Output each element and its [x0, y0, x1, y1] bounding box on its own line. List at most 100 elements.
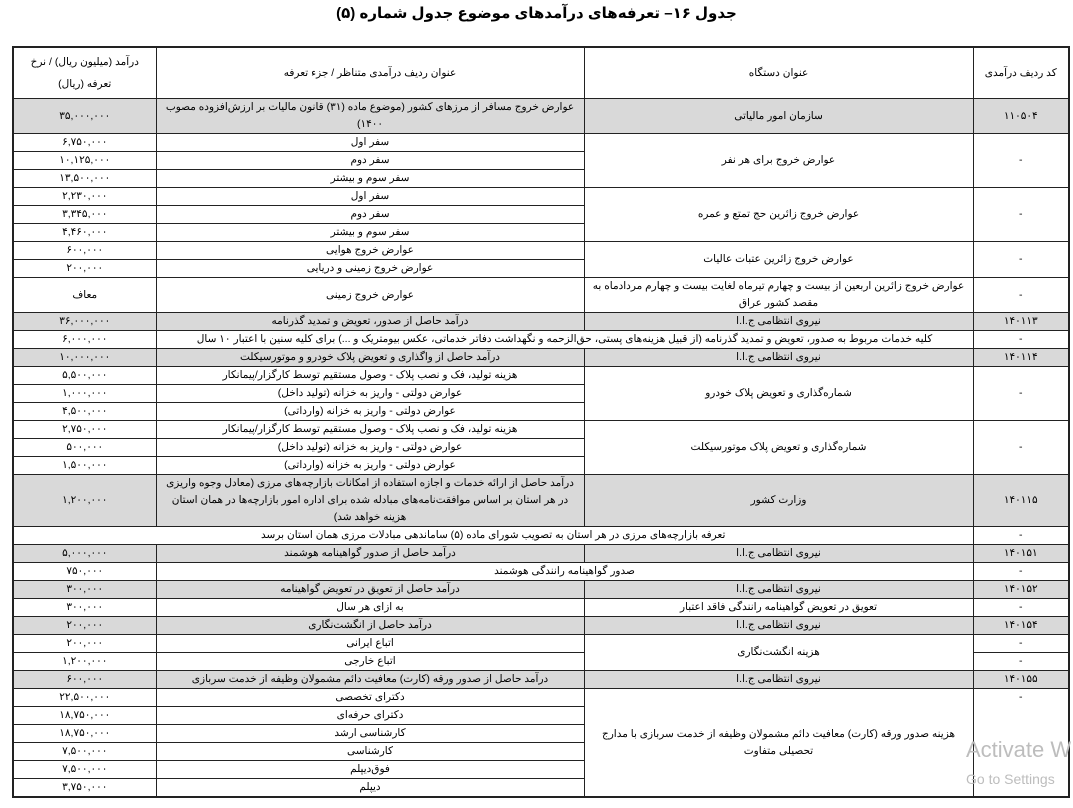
- table-cell: ۲۰۰,۰۰۰: [12, 616, 157, 635]
- table-cell: شماره‌گذاری و تعویض پلاک خودرو: [583, 366, 974, 421]
- table-cell: ۱,۲۰۰,۰۰۰: [12, 474, 157, 527]
- table-cell: ۶۰۰,۰۰۰: [12, 670, 157, 689]
- table-cell: درآمد حاصل از واگذاری و تعویض پلاک خودرو…: [155, 348, 585, 367]
- table-cell: عوارض دولتی - واریز به خزانه (تولید داخل…: [155, 438, 585, 457]
- table-cell: شماره‌گذاری و تعویض پلاک موتورسیکلت: [583, 420, 974, 475]
- table-cell: ۱,۵۰۰,۰۰۰: [12, 456, 157, 475]
- table-cell: نیروی انتظامی ج.ا.ا: [583, 670, 974, 689]
- table-title: جدول ۱۶– تعرفه‌های درآمدهای موضوع جدول ش…: [336, 5, 737, 22]
- table-cell: نیروی انتظامی ج.ا.ا: [583, 312, 974, 331]
- header-amount: درآمد (میلیون ریال) / نرخ تعرفه (ریال): [12, 46, 157, 99]
- table-cell: ۱۴۰۱۵۵: [972, 670, 1070, 689]
- table-body: ۱۱۰۵۰۴ سازمان امور مالیاتی عوارض خروج مساف…: [12, 98, 1070, 798]
- table-row: - کلیه خدمات مربوط به صدور، تعویض و تمدید…: [12, 330, 1070, 349]
- table-cell: درآمد حاصل از صدور ورقه (کارت) معافیت دا…: [155, 670, 585, 689]
- table-row: - عوارض خروج برای هر نفر سفر اول ۶,۷۵۰,۰۰۰: [12, 133, 1070, 188]
- table-cell: ۳۵,۰۰۰,۰۰۰: [12, 98, 157, 134]
- table-row: ۱۴۰۱۵۲ نیروی انتظامی ج.ا.ا درآمد حاصل از ت…: [12, 580, 1070, 599]
- table-cell: ۲۲,۵۰۰,۰۰۰: [12, 688, 157, 707]
- table-cell: عوارض خروج زائرین حج تمتع و عمره: [583, 187, 974, 242]
- table-cell: سفر اول: [155, 187, 585, 206]
- table-row: ۱۴۰۱۵۴ نیروی انتظامی ج.ا.ا درآمد حاصل از ا…: [12, 616, 1070, 635]
- table-row: عوارض دولتی - واریز به خزانه (وارداتی) ۴,…: [12, 402, 1069, 421]
- watermark-settings: Go to Settings: [966, 771, 1055, 787]
- table-cell: هزینه تولید، فک و نصب پلاک - وصول مستقیم…: [155, 420, 585, 439]
- table-cell: ۵۰۰,۰۰۰: [12, 438, 157, 457]
- table-cell: سفر سوم و بیشتر: [155, 223, 585, 242]
- watermark-activate: Activate W: [966, 737, 1072, 762]
- table-cell: سفر سوم و بیشتر: [155, 169, 585, 188]
- table-row: - عوارض خروج زائرین اربعین از بیست و چهار…: [12, 277, 1070, 313]
- table-row: کارشناسی ارشد ۱۸,۷۵۰,۰۰۰: [12, 724, 1069, 743]
- table-cell: -: [972, 187, 1070, 242]
- table-cell: درآمد حاصل از ارائه خدمات و اجازه استفاد…: [155, 474, 585, 527]
- table-cell: -: [972, 598, 1070, 617]
- table-cell: -: [972, 241, 1070, 278]
- header-row: کد ردیف درآمدی عنوان دستگاه عنوان ردیف د…: [12, 46, 1070, 99]
- table-cell: عوارض دولتی - واریز به خزانه (تولید داخل…: [155, 384, 585, 403]
- table-cell: عوارض دولتی - واریز به خزانه (وارداتی): [155, 456, 585, 475]
- table-cell: -: [972, 688, 1070, 798]
- table-cell: ۲۰۰,۰۰۰: [12, 634, 157, 653]
- table-cell: ۳۰۰,۰۰۰: [12, 598, 157, 617]
- table-row: - تعویق در تعویض گواهینامه رانندگی فاقد ا…: [12, 598, 1070, 617]
- table-cell: نیروی انتظامی ج.ا.ا: [583, 544, 974, 563]
- table-cell: عوارض خروج زمینی: [155, 277, 585, 313]
- table-cell: ۵,۰۰۰,۰۰۰: [12, 544, 157, 563]
- table-cell: سفر اول: [155, 133, 585, 152]
- table-cell: هزینه تولید، فک و نصب پلاک - وصول مستقیم…: [155, 366, 585, 385]
- table-cell: ۴,۵۰۰,۰۰۰: [12, 402, 157, 421]
- table-row: ۱۱۰۵۰۴ سازمان امور مالیاتی عوارض خروج مساف…: [12, 98, 1070, 134]
- table-cell: ۶,۷۵۰,۰۰۰: [12, 133, 157, 152]
- table-cell: ۱,۲۰۰,۰۰۰: [12, 652, 157, 671]
- table-cell: تعرفه بازارچه‌های مرزی در هر استان به تص…: [12, 526, 974, 545]
- table-cell: وزارت کشور: [583, 474, 974, 527]
- table-cell: عوارض خروج هوایی: [155, 241, 585, 260]
- table-cell: سازمان امور مالیاتی: [583, 98, 974, 134]
- table-cell: صدور گواهینامه رانندگی هوشمند: [155, 562, 974, 581]
- table-cell: کارشناسی ارشد: [155, 724, 585, 743]
- table-cell: ۱۸,۷۵۰,۰۰۰: [12, 724, 157, 743]
- table-cell: ۱۴۰۱۵۱: [972, 544, 1070, 563]
- table-cell: عوارض خروج زمینی و دریایی: [155, 259, 585, 278]
- table-row: - هزینه انگشت‌نگاری اتباع ایرانی ۲۰۰,۰۰۰: [12, 634, 1070, 671]
- table-cell: نیروی انتظامی ج.ا.ا: [583, 348, 974, 367]
- table-row: فوق‌دیپلم ۷,۵۰۰,۰۰۰: [12, 760, 1069, 779]
- table-cell: سفر دوم: [155, 151, 585, 170]
- table-cell: معاف: [12, 277, 157, 313]
- table-row: - عوارض خروج زائرین عتبات عالیات عوارض خرو…: [12, 241, 1070, 278]
- table-row: عوارض خروج زمینی و دریایی ۲۰۰,۰۰۰: [12, 259, 1069, 278]
- table-cell: عوارض دولتی - واریز به خزانه (وارداتی): [155, 402, 585, 421]
- table-cell: دکترای تخصصی: [155, 688, 585, 707]
- table-cell: ۱۴۰۱۵۲: [972, 580, 1070, 599]
- table-cell: ۱۳,۵۰۰,۰۰۰: [12, 169, 157, 188]
- header-device: عنوان دستگاه: [583, 46, 974, 99]
- table-cell: -: [972, 652, 1070, 671]
- table-cell: درآمد حاصل از صدور، تعویض و تمدید گذرنام…: [155, 312, 585, 331]
- tariff-table: کد ردیف درآمدی عنوان دستگاه عنوان ردیف د…: [12, 46, 1070, 798]
- table-cell: ۷۵۰,۰۰۰: [12, 562, 157, 581]
- table-cell: -: [972, 562, 1070, 581]
- table-row: ۱۴۰۱۱۴ نیروی انتظامی ج.ا.ا درآمد حاصل از و…: [12, 348, 1070, 367]
- table-cell: ۱۴۰۱۱۳: [972, 312, 1070, 331]
- table-cell: هزینه انگشت‌نگاری: [583, 634, 974, 671]
- table-row: عوارض دولتی - واریز به خزانه (وارداتی) ۱,…: [12, 456, 1069, 475]
- table-row: ۱۴۰۱۱۳ نیروی انتظامی ج.ا.ا درآمد حاصل از ص…: [12, 312, 1070, 331]
- header-code: کد ردیف درآمدی: [972, 46, 1070, 99]
- header-item: عنوان ردیف درآمدی متناظر / جزء تعرفه: [155, 46, 585, 99]
- table-cell: کارشناسی: [155, 742, 585, 761]
- table-cell: ۱۴۰۱۱۵: [972, 474, 1070, 527]
- table-cell: عوارض خروج برای هر نفر: [583, 133, 974, 188]
- table-cell: به ازای هر سال: [155, 598, 585, 617]
- table-cell: سفر دوم: [155, 205, 585, 224]
- table-cell: هزینه صدور ورقه (کارت) معافیت دائم مشمول…: [583, 688, 974, 798]
- table-cell: دکترای حرفه‌ای: [155, 706, 585, 725]
- table-cell: کلیه خدمات مربوط به صدور، تعویض و تمدید …: [155, 330, 974, 349]
- table-cell: -: [972, 420, 1070, 475]
- table-row: ۱۴۰۱۵۵ نیروی انتظامی ج.ا.ا درآمد حاصل از ص…: [12, 670, 1070, 689]
- table-cell: -: [972, 277, 1070, 313]
- table-row: - شماره‌گذاری و تعویض پلاک موتورسیکلت هزین…: [12, 420, 1070, 475]
- table-row: - شماره‌گذاری و تعویض پلاک خودرو هزینه تول…: [12, 366, 1070, 421]
- table-cell: ۶۰۰,۰۰۰: [12, 241, 157, 260]
- table-row: دکترای حرفه‌ای ۱۸,۷۵۰,۰۰۰: [12, 706, 1069, 725]
